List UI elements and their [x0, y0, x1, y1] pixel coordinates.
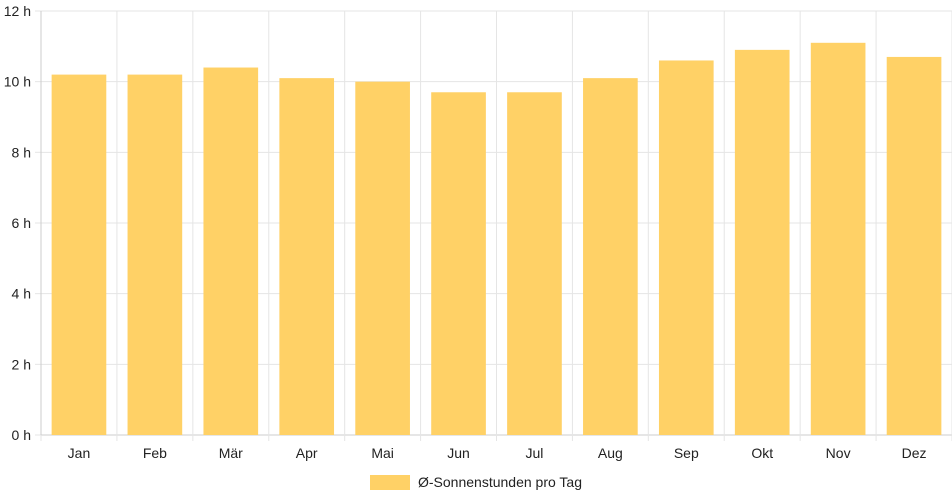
bar-jul[interactable] — [507, 92, 562, 436]
axes: 0 h 2 h 4 h 6 h 8 h 10 h 12 h Jan Feb Mär Apr Mai Ju… — [4, 3, 927, 461]
x-tick-label: Jan — [68, 445, 91, 461]
bars — [51, 42, 942, 436]
bar-mai[interactable] — [355, 81, 410, 436]
y-tick-label: 4 h — [12, 286, 31, 302]
bar-jun[interactable] — [431, 92, 486, 436]
x-tick-label: Nov — [826, 445, 851, 461]
bar-dez[interactable] — [886, 56, 942, 435]
x-tick-label: Apr — [296, 445, 318, 461]
y-tick-label: 0 h — [12, 427, 31, 443]
y-tick-label: 6 h — [12, 215, 31, 231]
x-tick-label: Okt — [751, 445, 773, 461]
x-tick-label: Jun — [447, 445, 470, 461]
bar-feb[interactable] — [127, 74, 183, 435]
bar-mär[interactable] — [203, 67, 259, 436]
bar-jan[interactable] — [51, 74, 107, 435]
x-tick-label: Sep — [674, 445, 699, 461]
y-tick-label: 12 h — [4, 3, 31, 19]
legend-label[interactable]: Ø-Sonnenstunden pro Tag — [418, 474, 582, 490]
legend[interactable]: Ø-Sonnenstunden pro Tag — [370, 474, 582, 490]
x-tick-label: Jul — [526, 445, 544, 461]
y-tick-label: 10 h — [4, 74, 31, 90]
x-tick-label: Mai — [371, 445, 394, 461]
y-tick-label: 2 h — [12, 356, 31, 372]
x-tick-label: Aug — [598, 445, 623, 461]
y-tick-label: 8 h — [12, 144, 31, 160]
legend-swatch[interactable] — [370, 475, 410, 490]
bar-nov[interactable] — [810, 42, 866, 436]
x-tick-label: Mär — [219, 445, 243, 461]
x-tick-label: Dez — [902, 445, 927, 461]
bar-okt[interactable] — [734, 49, 790, 435]
bar-aug[interactable] — [583, 78, 638, 435]
grid — [40, 10, 952, 441]
bar-sep[interactable] — [658, 60, 714, 435]
bar-apr[interactable] — [279, 78, 335, 435]
x-tick-label: Feb — [143, 445, 167, 461]
